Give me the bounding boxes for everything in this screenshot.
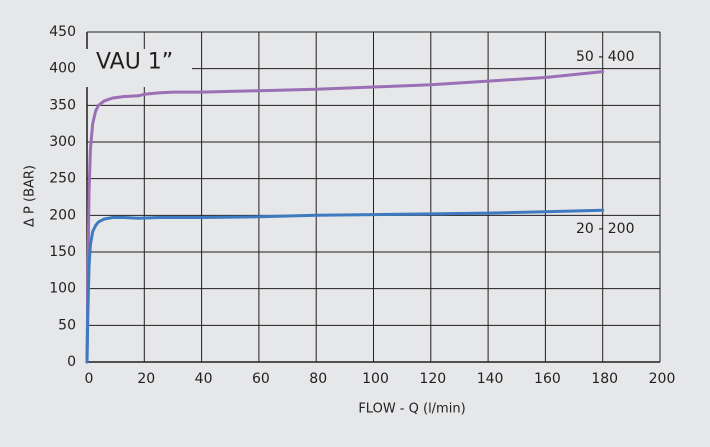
y-tick-label: 400 [49, 61, 76, 77]
chart-title: VAU 1” [96, 50, 173, 75]
y-tick-label: 300 [49, 134, 76, 150]
x-tick-label: 120 [419, 371, 446, 387]
x-tick-label: 0 [85, 371, 94, 387]
y-tick-label: 0 [67, 354, 76, 370]
x-tick-label: 160 [534, 371, 561, 387]
x-axis-label: FLOW - Q (l/min) [358, 402, 465, 417]
y-tick-label: 450 [49, 24, 76, 40]
x-tick-label: 200 [649, 371, 676, 387]
y-tick-label: 250 [49, 171, 76, 187]
x-tick-label: 100 [362, 371, 389, 387]
y-tick-label: 150 [49, 244, 76, 260]
series-lines [85, 70, 605, 364]
series-line-1 [85, 208, 605, 364]
x-tick-label: 60 [252, 371, 270, 387]
x-tick-label: 140 [477, 371, 504, 387]
series-label-50-400: 50 - 400 [576, 49, 635, 65]
y-tick-label: 350 [49, 97, 76, 113]
y-tick-labels: 0 50 100 150 200 250 300 350 400 450 [49, 24, 76, 370]
x-tick-label: 80 [309, 371, 327, 387]
x-tick-labels: 0 20 40 60 80 100 120 140 160 180 200 [85, 371, 676, 387]
x-tick-label: 40 [195, 371, 213, 387]
y-tick-label: 50 [58, 317, 76, 333]
title-background [84, 49, 192, 87]
series-line-0 [85, 70, 605, 364]
y-tick-label: 100 [49, 281, 76, 297]
x-tick-label: 20 [137, 371, 155, 387]
y-tick-label: 200 [49, 207, 76, 223]
y-axis-label: Δ P (BAR) [23, 165, 38, 227]
x-tick-label: 180 [591, 371, 618, 387]
series-label-20-200: 20 - 200 [576, 221, 635, 237]
